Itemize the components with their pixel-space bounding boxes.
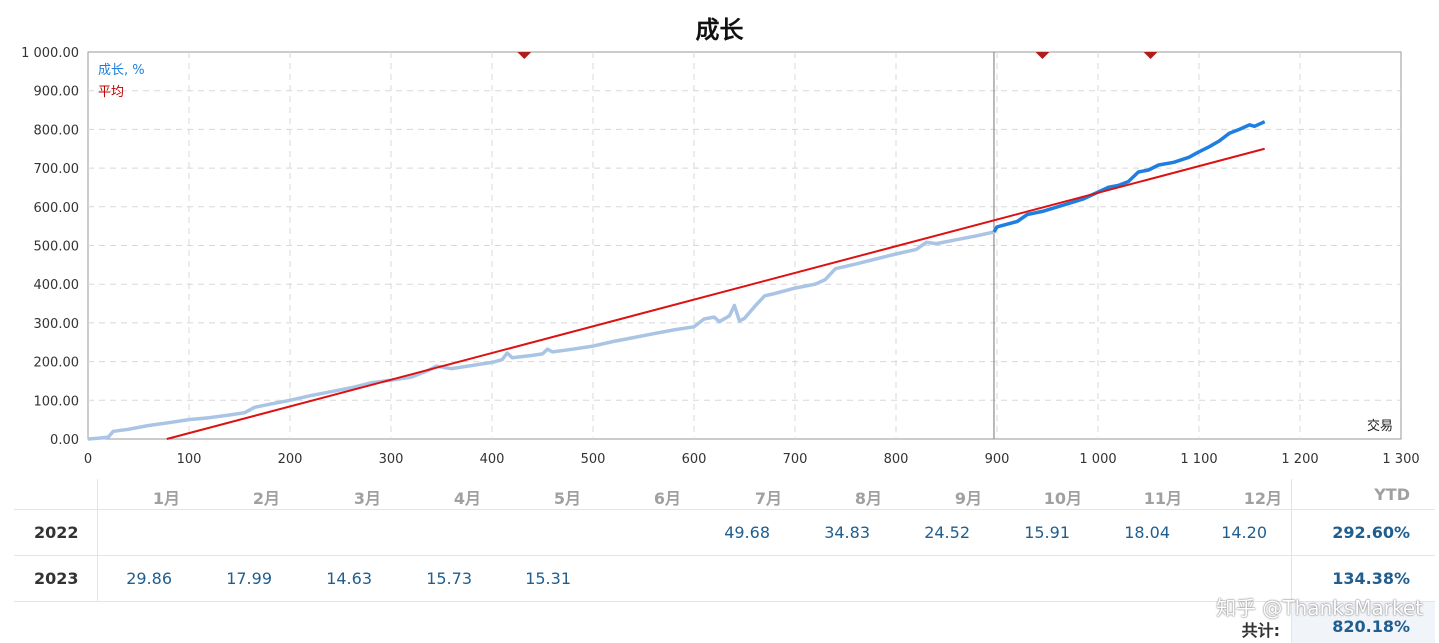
x-tick-label: 1 200 — [1281, 452, 1318, 467]
header-month: 2月 — [252, 489, 280, 508]
x-tick-label: 1 300 — [1382, 452, 1419, 467]
header-month: 4月 — [453, 489, 481, 508]
table-row: 2023 29.86 17.99 14.63 15.73 15.31 134.3… — [14, 555, 1435, 602]
month-value: 15.91 — [1024, 523, 1070, 542]
y-tick-label: 300.00 — [34, 317, 80, 332]
x-tick-label: 400 — [480, 452, 505, 467]
header-month: 10月 — [1043, 489, 1082, 508]
y-tick-label: 500.00 — [34, 240, 80, 255]
header-ytd: YTD — [1374, 485, 1410, 504]
x-tick-label: 100 — [177, 452, 202, 467]
average-line — [166, 147, 1265, 440]
header-month: 12月 — [1243, 489, 1282, 508]
event-marker — [517, 52, 532, 59]
table-header-row: 1月 2月 3月 4月 5月 6月 7月 8月 9月 10月 11月 12月 Y… — [14, 479, 1435, 510]
growth-line-current — [992, 120, 1266, 233]
y-tick-label: 400.00 — [34, 278, 80, 293]
header-month: 11月 — [1143, 489, 1182, 508]
month-value: 14.63 — [326, 569, 372, 588]
y-tick-label: 1 000.00 — [21, 46, 79, 61]
y-tick-label: 700.00 — [34, 162, 80, 177]
x-axis-label: 交易 — [1367, 418, 1393, 434]
monthly-returns-table: 1月 2月 3月 4月 5月 6月 7月 8月 9月 10月 11月 12月 Y… — [14, 479, 1435, 643]
month-value: 18.04 — [1124, 523, 1170, 542]
ytd-value: 134.38% — [1332, 569, 1410, 588]
growth-line-history — [87, 230, 995, 441]
header-month: 6月 — [653, 489, 681, 508]
header-month: 8月 — [854, 489, 882, 508]
legend-average: 平均 — [98, 85, 124, 100]
x-tick-label: 900 — [985, 452, 1010, 467]
month-value: 49.68 — [724, 523, 770, 542]
month-value: 14.20 — [1221, 523, 1267, 542]
header-month: 5月 — [553, 489, 581, 508]
watermark: 知乎 @ThanksMarket — [1216, 596, 1423, 620]
x-tick-label: 0 — [84, 452, 92, 467]
row-year: 2023 — [34, 569, 79, 588]
event-marker — [1143, 52, 1158, 59]
row-year: 2022 — [34, 523, 79, 542]
total-background — [1291, 601, 1435, 643]
x-tick-label: 300 — [379, 452, 404, 467]
y-tick-label: 200.00 — [34, 356, 80, 371]
growth-chart: 0 100 200 300 400 500 600 700 800 900 1 000 1 100 1 … — [21, 46, 1420, 467]
month-value: 29.86 — [126, 569, 172, 588]
x-tick-label: 800 — [884, 452, 909, 467]
total-value: 820.18% — [1332, 617, 1410, 636]
header-month: 1月 — [152, 489, 180, 508]
ytd-value: 292.60% — [1332, 523, 1410, 542]
y-tick-label: 100.00 — [34, 394, 80, 409]
header-month: 7月 — [754, 489, 782, 508]
x-tick-label: 500 — [581, 452, 606, 467]
table-row: 2022 49.68 34.83 24.52 15.91 18.04 14.20… — [14, 509, 1435, 556]
ytd-column-divider — [1291, 479, 1292, 643]
y-tick-label: 800.00 — [34, 123, 80, 138]
month-value: 17.99 — [226, 569, 272, 588]
x-tick-label: 700 — [783, 452, 808, 467]
event-marker — [1035, 52, 1050, 59]
x-tick-label: 1 000 — [1079, 452, 1116, 467]
header-month: 9月 — [954, 489, 982, 508]
month-value: 15.73 — [426, 569, 472, 588]
y-tick-label: 0.00 — [50, 433, 79, 448]
month-value: 15.31 — [525, 569, 571, 588]
month-value: 34.83 — [824, 523, 870, 542]
y-tick-label: 600.00 — [34, 201, 80, 216]
month-value: 24.52 — [924, 523, 970, 542]
header-month: 3月 — [353, 489, 381, 508]
year-column-divider — [97, 479, 98, 602]
chart-title: 成长 — [695, 16, 744, 44]
total-label: 共计: — [1241, 621, 1280, 640]
x-tick-label: 1 100 — [1180, 452, 1217, 467]
y-tick-label: 900.00 — [34, 85, 80, 100]
legend-growth: 成长, % — [98, 63, 145, 78]
x-tick-label: 200 — [278, 452, 303, 467]
x-tick-label: 600 — [682, 452, 707, 467]
